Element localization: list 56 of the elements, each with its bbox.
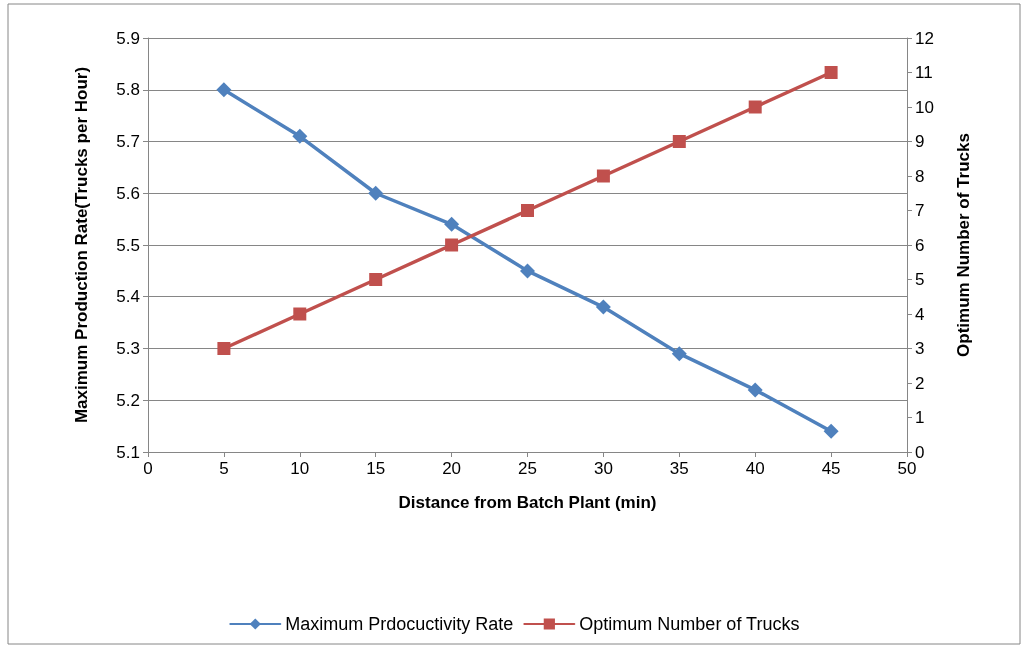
- point: [824, 66, 838, 79]
- y-tick-label: 5.5: [116, 235, 140, 255]
- y-tick-label: 5.3: [116, 339, 140, 358]
- x-tick-label: 50: [897, 459, 917, 478]
- x-tick-label: 10: [290, 459, 310, 478]
- y-tick-label: 5.1: [116, 442, 140, 462]
- y2-tick-label: 8: [915, 166, 925, 186]
- y2-tick-label: 4: [915, 304, 925, 324]
- y2-tick-label: 0: [915, 442, 925, 462]
- y2-tick-label: 11: [915, 63, 933, 82]
- point: [217, 342, 231, 355]
- y-tick-label: 5.7: [116, 132, 140, 151]
- point: [216, 82, 232, 98]
- x-tick-label: 20: [442, 459, 462, 478]
- point: [293, 307, 307, 321]
- y2-tick-label: 6: [915, 235, 925, 255]
- y2-tick-label: 2: [915, 373, 925, 393]
- point: [595, 299, 611, 315]
- point: [444, 216, 460, 232]
- y2-axis-title: Optimum Number of Trucks: [954, 133, 973, 357]
- y-tick-label: 5.6: [116, 183, 140, 203]
- point: [747, 382, 763, 398]
- point: [596, 169, 610, 183]
- legend-label: Optimum Number of Trucks: [579, 614, 800, 634]
- point: [368, 185, 384, 201]
- point: [671, 346, 687, 362]
- y2-tick-label: 5: [915, 270, 925, 289]
- x-tick-label: 30: [593, 459, 613, 478]
- point: [521, 204, 534, 217]
- y2-tick-label: 9: [915, 132, 925, 151]
- y-axis-title: Maximum Production Rate(Trucks per Hour): [72, 66, 91, 424]
- y2-tick-label: 1: [915, 408, 925, 427]
- y-tick-label: 5.8: [116, 80, 140, 100]
- y2-tick-label: 3: [915, 339, 925, 358]
- legend-label: Maximum Prdocuctivity Rate: [285, 614, 514, 634]
- x-tick-label: 25: [518, 459, 537, 478]
- point: [672, 135, 686, 148]
- point: [369, 273, 383, 286]
- x-tick-label: 40: [745, 459, 765, 478]
- x-tick-label: 5: [219, 459, 229, 478]
- x-tick-label: 45: [821, 459, 841, 478]
- x-axis-title: Distance from Batch Plant (min): [398, 493, 657, 512]
- point: [445, 238, 459, 252]
- x-tick-label: 15: [366, 459, 386, 478]
- y-tick-label: 5.2: [116, 390, 140, 410]
- point: [520, 263, 535, 279]
- point: [292, 128, 308, 144]
- y2-tick-label: 7: [915, 201, 925, 220]
- x-tick-label: 35: [669, 459, 689, 478]
- y-tick-label: 5.9: [116, 28, 140, 48]
- y2-tick-label: 10: [915, 97, 934, 117]
- point: [748, 100, 762, 114]
- point: [823, 423, 839, 439]
- x-tick-label: 0: [143, 459, 153, 478]
- y2-tick-label: 12: [915, 28, 934, 48]
- y-tick-label: 5.4: [116, 287, 140, 307]
